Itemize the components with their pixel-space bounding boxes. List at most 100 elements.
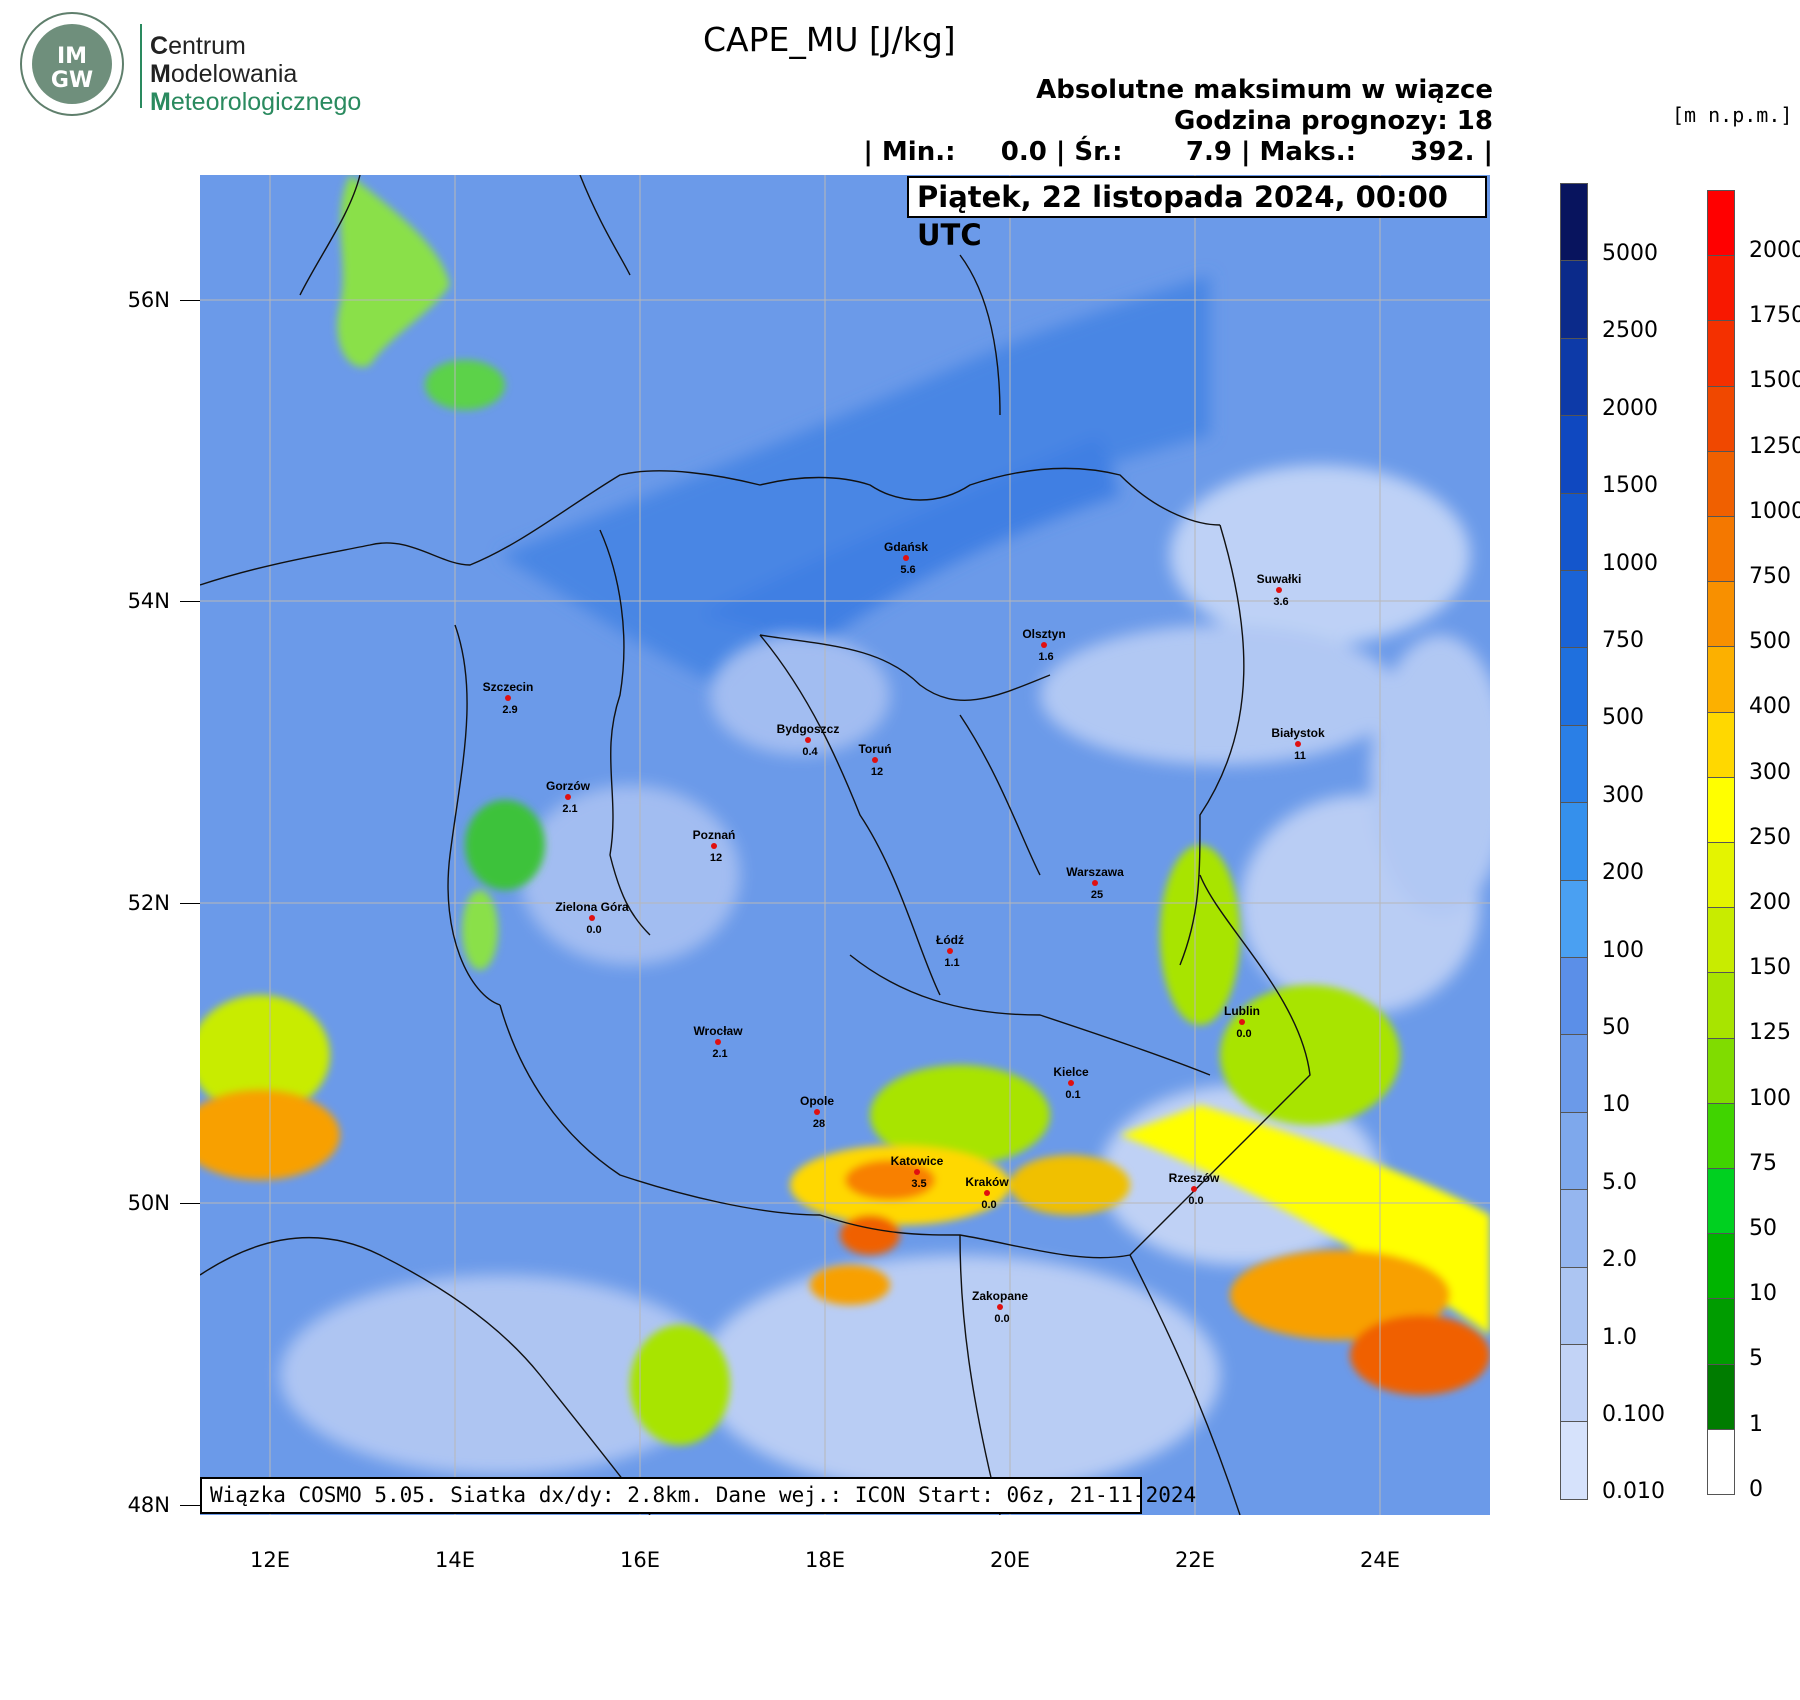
terrain-colorbar-segment xyxy=(1707,842,1735,909)
city-dot xyxy=(715,1039,721,1045)
lon-label-20e: 20E xyxy=(990,1548,1030,1572)
city-value: 0.1 xyxy=(1065,1089,1081,1101)
cape-colorbar-label: 500 xyxy=(1602,705,1644,731)
terrain-colorbar-label: 750 xyxy=(1749,564,1791,589)
terrain-colorbar-label: 500 xyxy=(1749,629,1791,655)
city-name: Bydgoszcz xyxy=(776,722,840,736)
city-value: 2.1 xyxy=(712,1048,728,1060)
city-name: Szczecin xyxy=(482,680,534,694)
lon-label-14e: 14E xyxy=(435,1548,475,1572)
terrain-colorbar-segment xyxy=(1707,1298,1735,1365)
terrain-colorbar-segment xyxy=(1707,1233,1735,1300)
terrain-colorbar-segment xyxy=(1707,972,1735,1039)
forecast-date: Piątek, 22 listopada 2024, 00:00 UTC xyxy=(907,176,1487,252)
city-dot xyxy=(1276,587,1282,593)
lat-label-50n: 50N xyxy=(127,1191,170,1215)
city-name: Wrocław xyxy=(693,1024,743,1038)
city-name: Kielce xyxy=(1053,1065,1089,1079)
emblem-text-top: IM xyxy=(56,44,88,69)
cape-colorbar-label: 5.0 xyxy=(1602,1169,1637,1195)
terrain-colorbar-label: 50 xyxy=(1749,1216,1777,1241)
terrain-colorbar-label: 0 xyxy=(1749,1476,1763,1502)
lat-tick xyxy=(180,601,200,602)
lat-tick xyxy=(180,1505,200,1506)
cape-colorbar-segment xyxy=(1560,570,1588,649)
terrain-colorbar-label: 2000 xyxy=(1749,238,1800,263)
lat-label-54n: 54N xyxy=(127,589,170,613)
terrain-colorbar-label: 10 xyxy=(1749,1281,1777,1307)
cape-colorbar-segment xyxy=(1560,1344,1588,1423)
terrain-colorbar-label: 250 xyxy=(1749,824,1791,850)
lon-label-18e: 18E xyxy=(805,1548,845,1572)
cape-colorbar-segment xyxy=(1560,879,1588,958)
lat-tick xyxy=(180,300,200,301)
city-dot xyxy=(947,948,953,954)
city-name: Gdańsk xyxy=(883,540,929,554)
lat-label-52n: 52N xyxy=(127,891,170,915)
lon-label-16e: 16E xyxy=(620,1548,660,1572)
cape-colorbar-label: 50 xyxy=(1602,1015,1630,1040)
cape-colorbar-segment xyxy=(1560,647,1588,726)
logo-separator xyxy=(140,24,142,108)
terrain-colorbar-segment xyxy=(1707,1102,1735,1169)
cape-colorbar-segment xyxy=(1560,337,1588,417)
high-cape-patches xyxy=(200,1090,1490,1395)
terrain-colorbar-segment xyxy=(1707,255,1735,322)
cape-colorbar-label: 0.010 xyxy=(1602,1479,1665,1505)
cape-colorbar-segment xyxy=(1560,724,1588,804)
emblem-text-bottom: GW xyxy=(50,68,94,93)
cape-colorbar-label: 100 xyxy=(1602,937,1644,963)
terrain-colorbar-label: 300 xyxy=(1749,759,1791,785)
terrain-colorbar-segment xyxy=(1707,1168,1735,1235)
cape-colorbar-label: 1000 xyxy=(1602,550,1658,576)
cape-colorbar-segment xyxy=(1560,802,1588,881)
city-value: 5.6 xyxy=(900,564,916,576)
city-dot xyxy=(589,915,595,921)
terrain-colorbar-label: 5 xyxy=(1749,1346,1763,1372)
city-value: 0.0 xyxy=(1236,1028,1252,1040)
city-name: Łódź xyxy=(936,933,964,947)
city-value: 28 xyxy=(812,1118,826,1130)
cape-colorbar-label: 2.0 xyxy=(1602,1247,1637,1273)
city-name: Katowice xyxy=(890,1154,944,1168)
city-value: 25 xyxy=(1090,889,1104,901)
city-dot xyxy=(1041,642,1047,648)
imgw-logo: IM GW Centrum Modelowania Meteorologiczn… xyxy=(12,10,382,116)
cape-colorbar-segment xyxy=(1560,1266,1588,1345)
forecast-hour: Godzina prognozy: 18 xyxy=(1174,106,1493,136)
city-dot xyxy=(1092,880,1098,886)
stats-line: | Min.: 0.0 | Śr.: 7.9 | Maks.: 392. | xyxy=(863,137,1493,167)
terrain-colorbar-label: 400 xyxy=(1749,694,1791,720)
terrain-colorbar-label: 1250 xyxy=(1749,433,1800,459)
terrain-colorbar-label: 1500 xyxy=(1749,368,1800,394)
terrain-colorbar-label: 150 xyxy=(1749,955,1791,981)
cape-colorbar-segment xyxy=(1560,415,1588,494)
cape-colorbar-segment xyxy=(1560,957,1588,1036)
city-dot xyxy=(505,695,511,701)
cape-colorbar-segment xyxy=(1560,260,1588,339)
city-name: Poznań xyxy=(692,828,736,842)
city-name: Białystok xyxy=(1271,726,1325,740)
city-value: 2.9 xyxy=(502,704,518,716)
city-dot xyxy=(805,737,811,743)
city-name: Gorzów xyxy=(546,779,590,793)
terrain-colorbar-label: 200 xyxy=(1749,890,1791,915)
cape-colorbar-segment xyxy=(1560,1421,1588,1500)
terrain-colorbar-segment xyxy=(1707,320,1735,387)
lat-tick xyxy=(180,1203,200,1204)
logo-line-2: Modelowania xyxy=(150,60,298,88)
city-value: 1.6 xyxy=(1038,651,1054,663)
city-dot xyxy=(872,757,878,763)
borders xyxy=(200,175,1311,1515)
city-name: Opole xyxy=(799,1094,835,1108)
map-title: CAPE_MU [J/kg] xyxy=(703,20,956,59)
terrain-colorbar-segment xyxy=(1707,1363,1735,1430)
city-dot xyxy=(565,794,571,800)
model-info-footer: Wiązka COSMO 5.05. Siatka dx/dy: 2.8km. … xyxy=(200,1477,1196,1514)
city-value: 12 xyxy=(709,852,723,864)
terrain-colorbar-segment xyxy=(1707,450,1735,517)
cape-colorbar-label: 200 xyxy=(1602,860,1644,886)
terrain-colorbar-segment xyxy=(1707,516,1735,583)
cape-colorbar-segment xyxy=(1560,1189,1588,1268)
logo-line-3: Meteorologicznego xyxy=(150,88,362,116)
